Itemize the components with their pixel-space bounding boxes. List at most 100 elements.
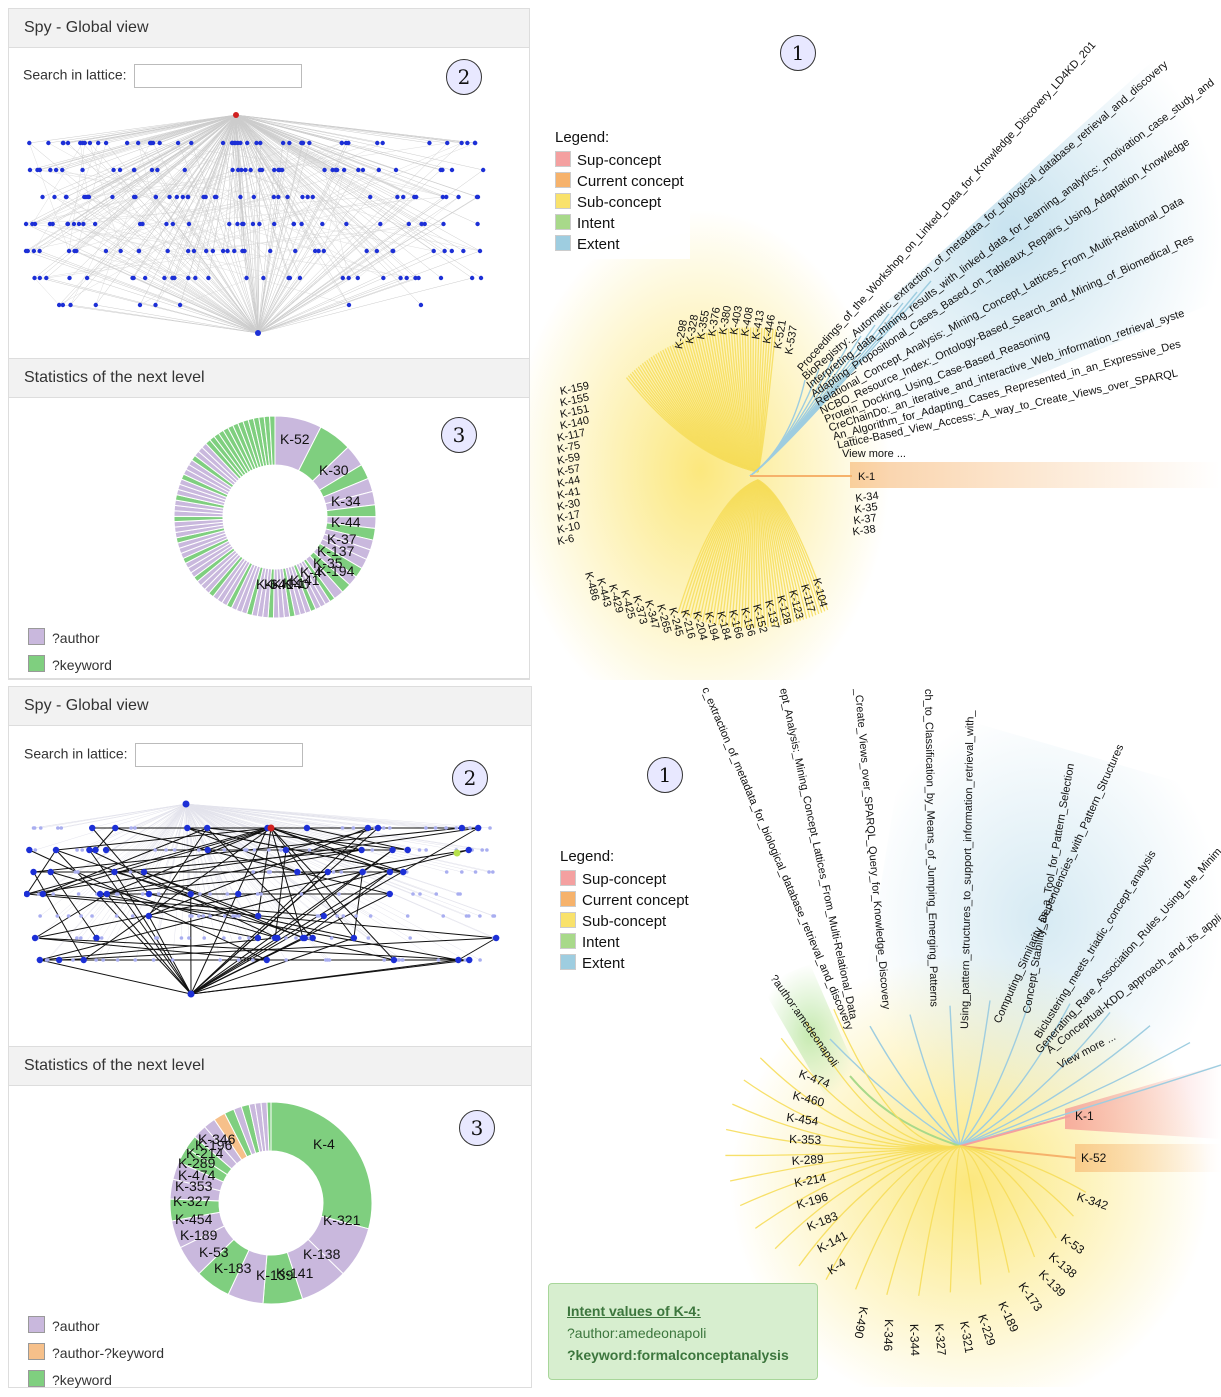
bottom-stats-donut[interactable]: K-4K-321K-138K-141K-139K-183K-53K-189K-4…: [158, 1092, 388, 1322]
lattice-node: [432, 249, 436, 253]
lattice-node: [298, 276, 302, 280]
lattice-node: [154, 195, 158, 199]
bottom-legend-current: Current concept: [560, 890, 689, 911]
donut-label: K-327: [173, 1193, 211, 1209]
lattice-node: [300, 141, 304, 145]
lattice-node-faint: [354, 914, 358, 918]
lattice-node: [368, 195, 372, 199]
donut-label: K-34: [331, 493, 361, 509]
lattice-node-faint: [456, 892, 460, 896]
lattice-node: [481, 168, 485, 172]
top-search-input[interactable]: [134, 64, 302, 88]
lattice-node: [93, 935, 99, 941]
lattice-edge: [57, 804, 186, 916]
lattice-edge: [28, 143, 302, 251]
lattice-node: [225, 249, 229, 253]
lattice-node: [404, 276, 408, 280]
lattice-node-faint: [251, 870, 255, 874]
lattice-node: [412, 195, 416, 199]
lattice-node-faint: [455, 826, 459, 830]
author-swatch: [28, 1316, 45, 1333]
top-stats-donut[interactable]: K-52K-30K-34K-44K-37K-137K-35K-194K-4K-4…: [160, 405, 390, 635]
lattice-node-faint: [352, 826, 356, 830]
lattice-node: [401, 195, 405, 199]
lattice-node: [390, 249, 394, 253]
bottom-radial-view[interactable]: ?author:amedeonapoliK-1K-52K-474K-460K-4…: [530, 684, 1221, 1387]
bottom-stat-legend-keyword: ?keyword: [28, 1370, 164, 1397]
bottom-search-input[interactable]: [135, 743, 303, 767]
lattice-node: [146, 891, 152, 897]
lattice-edge: [258, 251, 377, 333]
lattice-node-faint: [59, 826, 63, 830]
lattice-node: [48, 168, 52, 172]
lattice-node-faint: [67, 914, 71, 918]
lattice-node: [375, 141, 379, 145]
lattice-node-faint: [330, 936, 334, 940]
lattice-node: [419, 303, 423, 307]
lattice-node: [204, 249, 208, 253]
lattice-edge: [236, 115, 407, 278]
lattice-node: [400, 869, 406, 875]
lattice-node: [186, 195, 190, 199]
lattice-node: [104, 249, 108, 253]
lattice-node: [28, 168, 32, 172]
sup-concept-label: K-1: [1075, 1109, 1094, 1123]
lattice-node: [52, 195, 56, 199]
lattice-node: [67, 276, 71, 280]
lattice-selected-node: [454, 850, 461, 857]
sup-swatch: [555, 151, 571, 167]
lattice-node: [416, 276, 420, 280]
lattice-node: [230, 141, 234, 145]
lattice-node: [30, 869, 36, 875]
lattice-node-faint: [478, 958, 482, 962]
lattice-node: [300, 195, 304, 199]
lattice-node: [60, 168, 64, 172]
lattice-node-faint: [256, 892, 260, 896]
lattice-node: [77, 222, 81, 226]
lattice-node: [181, 195, 185, 199]
lattice-node: [358, 847, 364, 853]
lattice-node: [294, 869, 300, 875]
lattice-edge: [28, 115, 236, 251]
lattice-node-faint: [100, 936, 104, 940]
lattice-node-faint: [478, 914, 482, 918]
keyword-swatch: [28, 655, 45, 672]
lattice-node: [389, 847, 395, 853]
lattice-node: [272, 935, 278, 941]
lattice-node: [112, 825, 118, 831]
lattice-edge: [35, 938, 267, 960]
lattice-node-faint: [341, 914, 345, 918]
lattice-node: [232, 249, 236, 253]
lattice-node-faint: [369, 914, 373, 918]
bottom-marker-2: 2: [452, 760, 488, 796]
bottom-stat-legend-author: ?author: [28, 1316, 164, 1343]
lattice-node: [111, 168, 115, 172]
lattice-node-faint: [208, 892, 212, 896]
lattice-node: [245, 141, 249, 145]
lattice-node-faint: [259, 892, 263, 896]
lattice-node-faint: [152, 958, 156, 962]
current-concept-label: K-1: [858, 471, 875, 483]
bottom-lattice-graph[interactable]: [24, 798, 502, 998]
lattice-node-faint: [485, 848, 489, 852]
lattice-node: [30, 222, 34, 226]
lattice-node-faint: [408, 936, 412, 940]
top-lattice-graph[interactable]: [22, 105, 500, 345]
lattice-node: [88, 141, 92, 145]
lattice-node: [125, 141, 129, 145]
lattice-node: [459, 141, 463, 145]
top-radial-view[interactable]: K-1K-34K-35K-37K-38K-6K-10K-17K-30K-41K-…: [530, 0, 1221, 680]
lattice-node-faint: [79, 914, 83, 918]
lattice-node: [342, 168, 346, 172]
lattice-edge: [236, 115, 463, 251]
lattice-node: [272, 168, 276, 172]
lattice-node: [320, 222, 324, 226]
lattice-node-faint: [187, 936, 191, 940]
extent-swatch: [555, 235, 571, 251]
lattice-node: [280, 168, 284, 172]
bottom-legend-sup: Sup-concept: [560, 869, 689, 890]
sub-concept-label: K-353: [789, 1132, 822, 1147]
lattice-edge: [66, 115, 236, 197]
lattice-node-faint: [79, 936, 83, 940]
lattice-node: [110, 195, 114, 199]
